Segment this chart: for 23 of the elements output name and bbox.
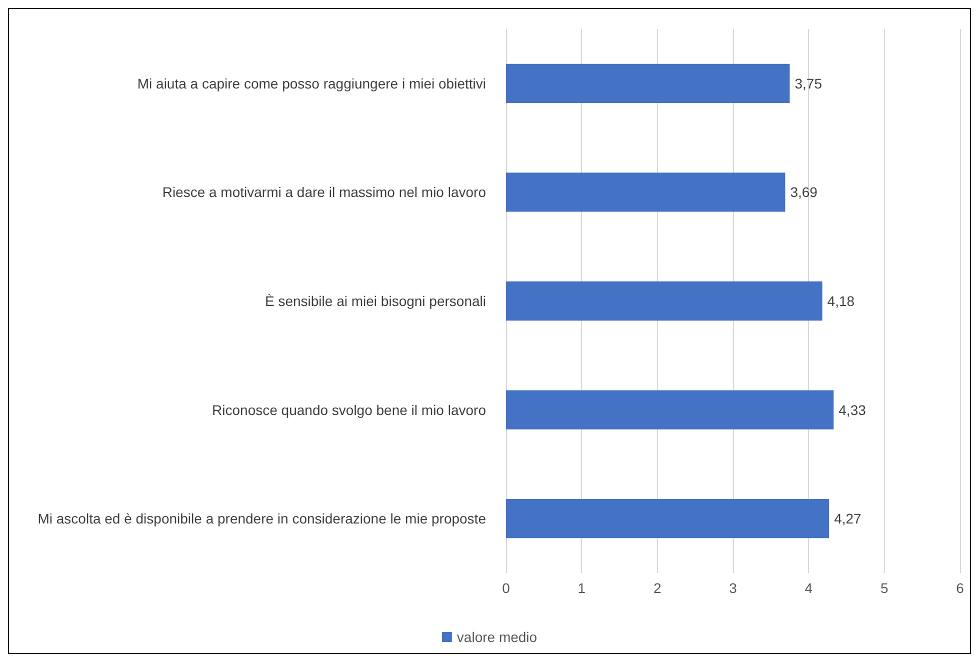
- bar: [506, 499, 830, 538]
- x-tick-label: 2: [653, 580, 662, 596]
- x-tick-label: 4: [804, 580, 813, 596]
- bar: [506, 390, 834, 430]
- bar: [506, 172, 786, 212]
- data-label: 4,33: [838, 402, 866, 418]
- x-tick-label: 5: [880, 580, 888, 596]
- x-tick-label: 1: [578, 580, 586, 596]
- x-tick-label: 6: [956, 580, 964, 596]
- y-tick-label: Mi ascolta ed è disponibile a prendere in considerazione le mie proposte: [38, 510, 486, 527]
- y-tick-label: Riesce a motivarmi a dare il massimo nel mio lavoro: [162, 184, 486, 200]
- y-tick-label: Mi aiuta a capire come posso raggiungere i miei obiettivi: [137, 75, 486, 92]
- y-tick-label: È sensibile ai miei bisogni personali: [264, 293, 486, 309]
- bar: [506, 64, 790, 103]
- x-tick-label: 3: [729, 580, 738, 596]
- x-tick-label: 0: [502, 580, 510, 596]
- data-label: 4,18: [827, 293, 855, 309]
- y-tick-label: Riconosce quando svolgo bene il mio lavoro: [212, 402, 486, 418]
- data-label: 4,27: [834, 510, 862, 527]
- data-label: 3,75: [794, 75, 822, 92]
- bar: [506, 281, 822, 321]
- data-label: 3,69: [790, 184, 818, 200]
- legend-label: valore medio: [456, 629, 538, 645]
